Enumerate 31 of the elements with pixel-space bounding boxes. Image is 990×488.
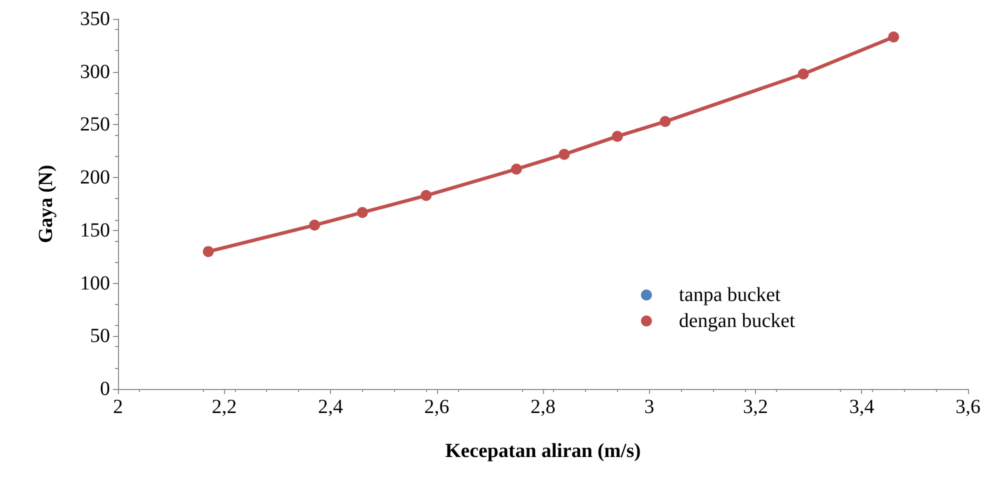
- x-tick-label: 2,8: [530, 396, 556, 418]
- y-tick-label: 250: [80, 114, 110, 136]
- y-tick-label: 50: [90, 325, 110, 348]
- point: [798, 68, 809, 80]
- point: [660, 116, 671, 128]
- point: [558, 148, 570, 160]
- y-tick-label: 350: [80, 8, 110, 30]
- y-tick-label: 0: [100, 378, 110, 400]
- x-tick-label: 2,4: [318, 396, 343, 418]
- x-tick-label: 3,6: [956, 396, 980, 418]
- x-tick-label: 2,2: [212, 396, 237, 418]
- y-tick-label: 150: [80, 219, 110, 242]
- x-tick-label: 3,4: [849, 396, 874, 418]
- y-tick-label: 300: [80, 60, 110, 83]
- x-tick-label: 3,2: [743, 396, 768, 418]
- point: [510, 164, 522, 175]
- point: [202, 246, 214, 258]
- point: [612, 130, 623, 142]
- point: [309, 220, 320, 231]
- y-tick-label: 100: [80, 272, 110, 294]
- x-tick-label: 3: [644, 396, 654, 418]
- legend-label: dengan bucket: [678, 310, 796, 332]
- x-tick-label: 2: [113, 396, 123, 418]
- x-axis-title: Kecepatan aliran (m/s): [445, 440, 641, 462]
- legend-label: tanpa bucket: [678, 284, 781, 306]
- point: [420, 190, 432, 202]
- y-axis-title: Gaya (N): [35, 164, 57, 244]
- x-tick-label: 2,6: [424, 396, 450, 418]
- y-tick-label: 200: [80, 166, 110, 189]
- point: [356, 206, 368, 218]
- point: [888, 31, 900, 42]
